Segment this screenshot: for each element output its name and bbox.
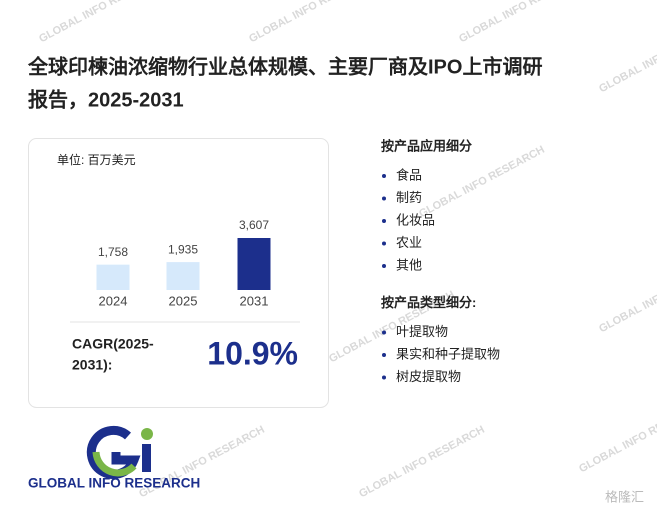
segment-item: 叶提取物 <box>396 324 448 339</box>
segment-item: 食品 <box>396 167 422 182</box>
logo-text: GLOBAL INFO RESEARCH <box>28 476 200 491</box>
x-tick-label: 2031 <box>240 293 269 308</box>
segment-item: 制药 <box>396 190 422 205</box>
value-label: 1,758 <box>98 245 128 259</box>
value-label: 3,607 <box>239 218 269 232</box>
segment-item: 果实和种子提取物 <box>396 346 500 361</box>
cagr-label-2: 2031): <box>72 357 112 373</box>
watermark: GLOBAL INFO RESEARCH <box>37 0 167 45</box>
segment-item: 化妆品 <box>396 212 435 227</box>
bar <box>237 238 271 290</box>
unit-label: 单位: 百万美元 <box>57 152 136 167</box>
watermark: GLOBAL INFO RESEARCH <box>577 399 657 476</box>
bullet <box>382 219 386 223</box>
bullet <box>382 330 386 335</box>
watermark: GLOBAL INFO RESEARCH <box>247 0 377 45</box>
title-line-1: 全球印楝油浓缩物行业总体规模、主要厂商及IPO上市调研 <box>27 54 542 78</box>
segment-title: 按产品应用细分 <box>381 138 472 153</box>
brand-watermark: 格隆汇 <box>605 489 644 504</box>
logo-mark <box>86 425 153 479</box>
cagr-value: 10.9% <box>207 335 298 371</box>
x-tick-label: 2025 <box>169 293 198 308</box>
value-label: 1,935 <box>168 242 198 256</box>
segment-item: 农业 <box>396 235 422 250</box>
bullet <box>382 241 386 246</box>
logo-swoosh <box>92 451 137 477</box>
logo-i <box>142 444 151 472</box>
bullet <box>382 264 386 268</box>
title-line-2: 报告，2025-2031 <box>28 87 184 111</box>
watermark: GLOBAL INFO RESEARCH <box>357 424 487 501</box>
logo-dot <box>141 428 153 440</box>
bar <box>166 262 200 290</box>
cagr-label-1: CAGR(2025- <box>72 336 154 352</box>
bullet <box>382 375 386 380</box>
watermark: GLOBAL INFO RESEARCH <box>597 259 657 336</box>
bullet <box>382 174 386 178</box>
segment-item: 其他 <box>396 257 422 272</box>
watermark: GLOBAL INFO RESEARCH <box>457 0 587 45</box>
watermark: GLOBAL INFO RESEARCH <box>597 19 657 96</box>
segment-title: 按产品类型细分: <box>381 295 476 310</box>
watermark: GLOBAL INFO RESEARCH <box>417 144 547 221</box>
x-tick-label: 2024 <box>99 293 128 308</box>
bullet <box>382 196 386 201</box>
bar <box>96 264 130 290</box>
segment-item: 树皮提取物 <box>396 369 461 384</box>
bullet <box>382 353 386 357</box>
